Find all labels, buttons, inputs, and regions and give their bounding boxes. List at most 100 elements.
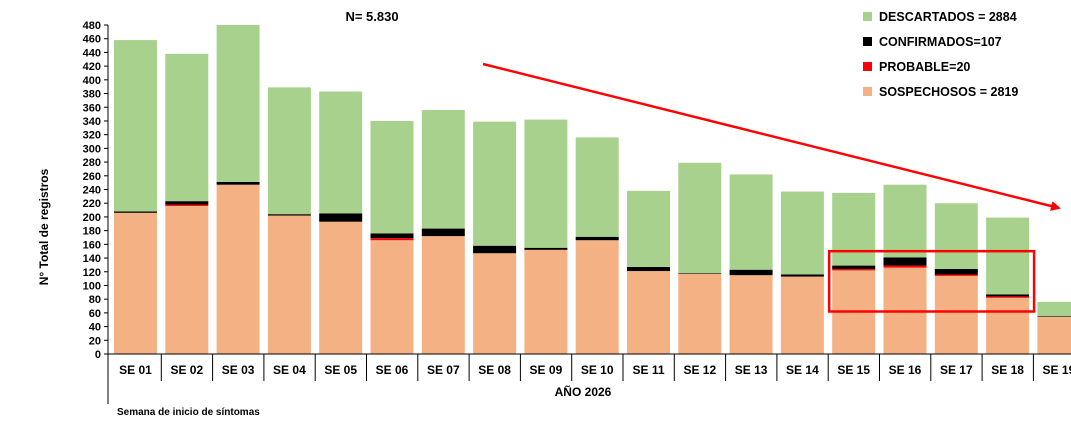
bar-confirmados-se-16 bbox=[883, 257, 927, 266]
bar-sospechosos-se-04 bbox=[267, 215, 311, 354]
bar-confirmados-se-08 bbox=[473, 245, 517, 254]
bar-descartados-se-06 bbox=[370, 120, 414, 234]
legend-swatch-confirmados bbox=[863, 37, 872, 46]
bar-confirmados-se-10 bbox=[575, 236, 619, 241]
bar-sospechosos-se-03 bbox=[216, 184, 260, 354]
bar-confirmados-se-04 bbox=[267, 214, 311, 216]
y-tick-label: 480 bbox=[83, 20, 101, 32]
bar-confirmados-se-14 bbox=[780, 274, 824, 277]
bar-sospechosos-se-14 bbox=[780, 276, 824, 354]
bar-sospechosos-se-01 bbox=[114, 212, 157, 354]
bar-sospechosos-se-08 bbox=[473, 253, 517, 354]
annotations bbox=[482, 62, 1061, 313]
y-tick-label: 60 bbox=[89, 308, 101, 320]
bar-descartados-se-18 bbox=[986, 217, 1030, 295]
bar-descartados-se-05 bbox=[319, 91, 363, 214]
x-tick-label: SE 10 bbox=[581, 363, 614, 377]
x-tick-label: SE 04 bbox=[273, 363, 306, 377]
bar-sospechosos-se-19 bbox=[1037, 316, 1071, 354]
bar-confirmados-se-15 bbox=[832, 265, 876, 270]
y-tick-label: 340 bbox=[83, 116, 101, 128]
bar-descartados-se-19 bbox=[1037, 301, 1071, 317]
bar-sospechosos-se-18 bbox=[986, 297, 1030, 354]
bar-descartados-se-08 bbox=[473, 121, 517, 246]
y-tick-label: 40 bbox=[89, 322, 101, 334]
y-tick-label: 360 bbox=[83, 102, 101, 114]
legend-swatch-sospechosos bbox=[863, 87, 872, 96]
bar-confirmados-se-09 bbox=[524, 247, 568, 250]
bar-descartados-se-04 bbox=[267, 87, 311, 215]
y-tick-label: 200 bbox=[83, 212, 101, 224]
y-tick-label: 400 bbox=[83, 75, 101, 87]
x-axis-title: AÑO 2026 bbox=[555, 384, 612, 399]
y-tick-label: 100 bbox=[83, 280, 101, 292]
bars bbox=[114, 25, 1071, 354]
bar-probable-se-17 bbox=[934, 274, 978, 276]
x-tick-label: SE 01 bbox=[119, 363, 152, 377]
y-tick-label: 260 bbox=[83, 171, 101, 183]
bar-descartados-se-12 bbox=[678, 162, 722, 274]
x-tick-label: SE 06 bbox=[376, 363, 409, 377]
bar-sospechosos-se-17 bbox=[934, 275, 978, 354]
bar-probable-se-15 bbox=[832, 269, 876, 271]
bar-descartados-se-10 bbox=[575, 137, 619, 237]
y-tick-label: 140 bbox=[83, 253, 101, 265]
bar-confirmados-se-06 bbox=[370, 233, 414, 239]
legend: DESCARTADOS = 2884 CONFIRMADOS=107 PROBABL… bbox=[863, 10, 1018, 99]
bar-descartados-se-14 bbox=[780, 191, 824, 275]
x-axis-footnote: Semana de inicio de síntomas bbox=[117, 407, 260, 418]
bar-confirmados-se-01 bbox=[114, 211, 157, 213]
y-tick-label: 460 bbox=[83, 34, 101, 46]
bar-confirmados-se-05 bbox=[319, 213, 363, 222]
x-tick-label: SE 03 bbox=[222, 363, 255, 377]
y-tick-label: 320 bbox=[83, 130, 101, 142]
x-tick-label: SE 09 bbox=[530, 363, 563, 377]
bar-sospechosos-se-06 bbox=[370, 240, 414, 354]
x-tick-label: SE 08 bbox=[478, 363, 511, 377]
bar-descartados-se-13 bbox=[729, 174, 773, 270]
y-tick-label: 80 bbox=[89, 294, 101, 306]
y-tick-label: 300 bbox=[83, 143, 101, 155]
bar-probable-se-02 bbox=[165, 204, 209, 206]
bar-probable-se-18 bbox=[986, 296, 1030, 298]
x-tick-label: SE 02 bbox=[170, 363, 203, 377]
y-axis-title: N° Total de registros bbox=[37, 168, 51, 285]
x-tick-label: SE 15 bbox=[837, 363, 870, 377]
bar-sospechosos-se-10 bbox=[575, 240, 619, 354]
y-tick-label: 420 bbox=[83, 61, 101, 73]
bar-descartados-se-15 bbox=[832, 192, 876, 266]
bar-sospechosos-se-11 bbox=[627, 271, 670, 354]
y-tick-label: 120 bbox=[83, 267, 101, 279]
bar-confirmados-se-02 bbox=[165, 201, 209, 205]
x-tick-label: SE 12 bbox=[683, 363, 716, 377]
x-tick-label: SE 16 bbox=[889, 363, 922, 377]
x-tick-label: SE 18 bbox=[991, 363, 1024, 377]
y-tick-label: 380 bbox=[83, 89, 101, 101]
bar-sospechosos-se-09 bbox=[524, 249, 568, 354]
bar-sospechosos-se-13 bbox=[729, 275, 773, 354]
trend-arrow bbox=[482, 62, 1061, 211]
legend-label-confirmados: CONFIRMADOS=107 bbox=[879, 35, 1002, 49]
bar-descartados-se-09 bbox=[524, 119, 568, 248]
bar-descartados-se-03 bbox=[216, 25, 260, 182]
legend-swatch-probable bbox=[863, 62, 872, 71]
y-tick-label: 20 bbox=[89, 335, 101, 347]
bar-sospechosos-se-07 bbox=[421, 236, 465, 354]
bar-sospechosos-se-12 bbox=[678, 273, 722, 354]
bar-probable-se-16 bbox=[883, 265, 927, 268]
y-tick-label: 160 bbox=[83, 239, 101, 251]
bar-confirmados-se-03 bbox=[216, 181, 260, 185]
bar-confirmados-se-12 bbox=[678, 273, 722, 274]
bar-probable-se-06 bbox=[370, 238, 414, 241]
bar-descartados-se-11 bbox=[627, 190, 670, 267]
y-tick-label: 220 bbox=[83, 198, 101, 210]
x-tick-label: SE 13 bbox=[735, 363, 768, 377]
bar-confirmados-se-11 bbox=[627, 266, 670, 272]
bar-descartados-se-16 bbox=[883, 184, 927, 258]
x-axis: SE 01 SE 02 SE 03 SE 04 SE 05 SE 06 SE 07 SE 08… bbox=[107, 353, 1071, 404]
chart-title: N= 5.830 bbox=[345, 9, 398, 24]
bar-confirmados-se-19 bbox=[1037, 316, 1071, 317]
legend-swatch-descartados bbox=[863, 12, 872, 21]
